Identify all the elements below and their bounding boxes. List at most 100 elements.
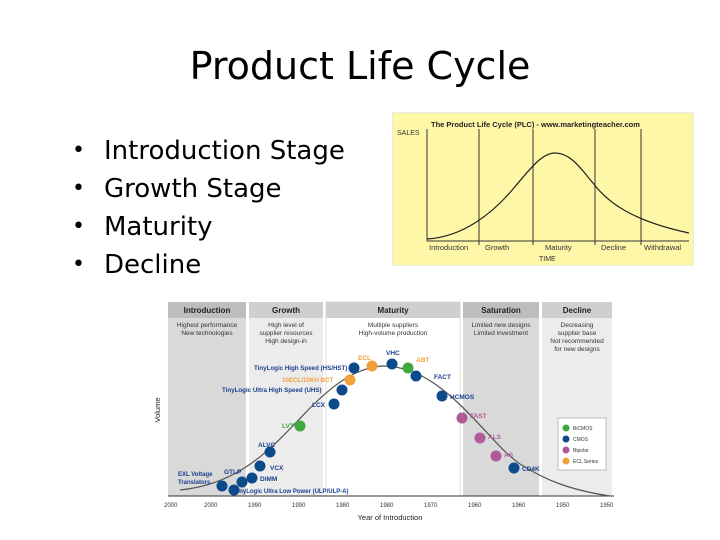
stage-desc: Limited investment [474, 330, 528, 337]
bullet-item: • Introduction Stage [72, 132, 345, 170]
marker-hs [348, 362, 360, 374]
bullet-item: • Growth Stage [72, 170, 345, 208]
bullet-icon: • [72, 252, 85, 277]
marker-lcx [328, 398, 340, 410]
stage-name: Saturation [481, 306, 521, 315]
stage-band-saturation [463, 302, 539, 496]
plc-chart: The Product Life Cycle (PLC) - www.marke… [392, 112, 694, 266]
x-tick-label: 1990 [248, 503, 262, 509]
label-fact: FACT [434, 374, 451, 381]
x-tick-label: 1950 [556, 503, 570, 509]
stage-desc: supplier resources [259, 330, 313, 337]
marker-dimm [246, 472, 258, 484]
label-vcx: VCX [270, 465, 284, 472]
plc-heading: The Product Life Cycle (PLC) - www.marke… [431, 120, 640, 129]
label-lcx: LCX [312, 402, 326, 409]
plc-x-label: TIME [539, 256, 556, 263]
stage-header [542, 302, 612, 318]
stage-name: Decline [563, 306, 592, 315]
stage-desc: High level of [268, 322, 304, 329]
stage-name: Growth [272, 306, 300, 315]
plc-chart-svg: The Product Life Cycle (PLC) - www.marke… [397, 120, 690, 263]
label-hcmos: HCMOS [450, 394, 475, 401]
label-exl-2: Translators [178, 480, 211, 486]
marker-fact [410, 370, 422, 382]
stage-desc: for new designs [554, 346, 600, 353]
marker-exl [216, 480, 228, 492]
x-tick-label: 1950 [600, 503, 614, 509]
stage-header [463, 302, 539, 318]
x-tick-label: 1960 [468, 503, 482, 509]
technology-chart: Introduction Growth Maturity Saturation … [150, 300, 630, 526]
slide-title: Product Life Cycle [189, 44, 531, 88]
x-tick-label: 1960 [512, 503, 526, 509]
marker-lvt [294, 420, 306, 432]
label-ecl: ECL [358, 355, 371, 362]
marker-cd4k [508, 462, 520, 474]
plc-stage-label: Withdrawal [644, 243, 681, 252]
stage-desc: supplier base [558, 330, 597, 337]
label-abt: ABT [416, 357, 429, 364]
legend-label: ECL Series [573, 459, 599, 465]
bullet-icon: • [72, 214, 85, 239]
plc-y-label: SALES [397, 130, 420, 137]
label-vhc: VHC [386, 350, 400, 357]
legend-label: BiCMOS [573, 426, 593, 432]
legend-swatch [562, 446, 570, 454]
label-als: ALS [488, 434, 502, 441]
stage-desc: Highest performance [177, 322, 238, 329]
x-tick-label: 1970 [424, 503, 438, 509]
marker-als [474, 432, 486, 444]
x-tick-label: 2000 [204, 503, 218, 509]
bullet-text: Maturity [104, 212, 213, 242]
stage-desc: Not recommended [550, 338, 604, 345]
bullet-icon: • [72, 138, 85, 163]
marker-fast [456, 412, 468, 424]
bullet-text: Introduction Stage [104, 136, 345, 166]
plc-stage-label: Introduction [429, 243, 468, 252]
marker-ecl [366, 360, 378, 372]
label-tinylogic-hs: TinyLogic High Speed (HS/HST) [254, 365, 347, 372]
plc-curve [426, 152, 690, 240]
stage-header [168, 302, 246, 318]
marker-abt [402, 362, 414, 374]
marker-uhs [336, 384, 348, 396]
marker-hcmos [436, 390, 448, 402]
tech-y-label: Volume [153, 397, 162, 422]
label-bct: 10ECL/10KH BCT [282, 377, 333, 384]
label-gtlp: GTLP [224, 469, 242, 476]
stage-header [249, 302, 323, 318]
plc-stage-label: Growth [485, 243, 509, 252]
label-alvc: ALVC [258, 442, 276, 449]
marker-gtlp [236, 476, 248, 488]
bullet-text: Growth Stage [104, 174, 282, 204]
plc-stage-label: Maturity [545, 243, 572, 252]
bullet-item: • Maturity [72, 208, 345, 246]
label-as: AS [504, 452, 514, 459]
bullet-text: Decline [104, 250, 202, 280]
tech-x-label: Year of Introduction [358, 513, 423, 522]
label-tinylogic-uhs: TinyLogic Ultra High Speed (UHS) [222, 387, 322, 394]
legend-swatch [562, 435, 570, 443]
bullet-item: • Decline [72, 246, 345, 284]
marker-alvc [264, 446, 276, 458]
marker-bct [344, 374, 356, 386]
label-cd4k: CD4K [522, 466, 540, 473]
marker-vhc [386, 358, 398, 370]
x-tick-label: 1990 [292, 503, 306, 509]
plc-stage-label: Decline [601, 243, 626, 252]
stage-desc: High-volume production [359, 330, 428, 337]
legend-label: Bipolar [573, 448, 589, 454]
legend-swatch [562, 424, 570, 432]
legend-swatch [562, 457, 570, 465]
stage-name: Maturity [377, 306, 409, 315]
legend-label: CMOS [573, 437, 589, 443]
label-exl-1: EXL Voltage [178, 472, 213, 478]
marker-vcx [254, 460, 266, 472]
bullet-icon: • [72, 176, 85, 201]
marker-ulp [228, 484, 240, 496]
label-lvt: LVT [282, 423, 294, 430]
label-fast: FAST [470, 413, 487, 420]
x-tick-label: 1980 [380, 503, 394, 509]
label-tinylogic-ulp: TinyLogic Ultra Low Power (ULP/ULP-A) [234, 489, 349, 495]
